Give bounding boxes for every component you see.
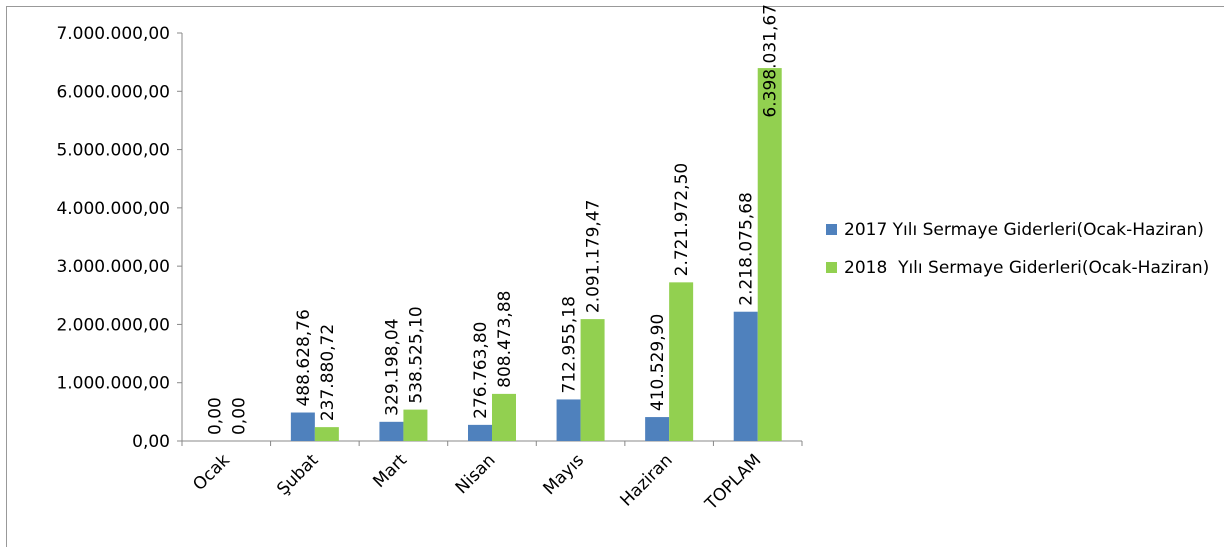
y-tick-label: 3.000.000,00	[56, 257, 170, 277]
x-tick-label: Haziran	[617, 450, 677, 510]
y-tick-label: 6.000.000,00	[56, 82, 170, 102]
legend-swatch	[826, 224, 837, 235]
bar	[468, 424, 492, 441]
value-label: 237.880,72	[318, 324, 338, 421]
legend-item: 2017 Yılı Sermaye Giderleri(Ocak-Haziran…	[822, 218, 1217, 242]
bar	[403, 409, 428, 441]
bar	[580, 319, 605, 441]
y-tick-label: 5.000.000,00	[56, 141, 170, 161]
bar	[492, 393, 516, 441]
value-label: 2.091.179,47	[584, 200, 604, 314]
x-tick-label: Mart	[369, 450, 411, 492]
bar	[314, 427, 339, 441]
y-tick-label: 0,00	[132, 432, 170, 452]
legend-item: 2018 Yılı Sermaye Giderleri(Ocak-Haziran…	[822, 256, 1217, 280]
legend-swatch	[826, 262, 837, 273]
y-tick-label: 4.000.000,00	[56, 199, 170, 219]
bar	[645, 417, 670, 441]
bar	[757, 68, 782, 441]
y-tick-label: 7.000.000,00	[56, 24, 170, 44]
value-label: 329.198,04	[382, 318, 402, 415]
y-tick-label: 1.000.000,00	[56, 374, 170, 394]
value-label: 2.218.075,68	[737, 192, 757, 306]
chart-border	[6, 6, 1224, 547]
bar	[556, 399, 581, 441]
value-label: 6.398.031,67	[761, 4, 781, 118]
legend-label: 2018 Yılı Sermaye Giderleri(Ocak-Haziran…	[844, 258, 1210, 278]
x-tick-label: Mayıs	[540, 450, 589, 499]
bar	[733, 311, 758, 441]
value-label: 712.955,18	[560, 296, 580, 393]
legend-label: 2017 Yılı Sermaye Giderleri(Ocak-Haziran…	[844, 220, 1204, 240]
value-label: 808.473,88	[495, 291, 515, 388]
value-label: 2.721.972,50	[672, 163, 692, 277]
bar	[669, 282, 694, 441]
value-label: 538.525,10	[406, 306, 426, 403]
value-label: 276.763,80	[471, 322, 491, 419]
value-label: 0,00	[205, 397, 225, 435]
x-tick-label: TOPLAM	[701, 450, 765, 514]
x-tick-label: Ocak	[189, 450, 234, 495]
value-label: 0,00	[229, 397, 249, 435]
y-tick-label: 2.000.000,00	[56, 315, 170, 335]
value-label: 410.529,90	[648, 314, 668, 411]
bar	[290, 412, 315, 441]
legend: 2017 Yılı Sermaye Giderleri(Ocak-Haziran…	[822, 218, 1217, 294]
bar	[379, 421, 404, 441]
value-label: 488.628,76	[294, 309, 314, 406]
x-tick-label: Nisan	[452, 450, 500, 498]
x-tick-label: Şubat	[273, 450, 322, 499]
